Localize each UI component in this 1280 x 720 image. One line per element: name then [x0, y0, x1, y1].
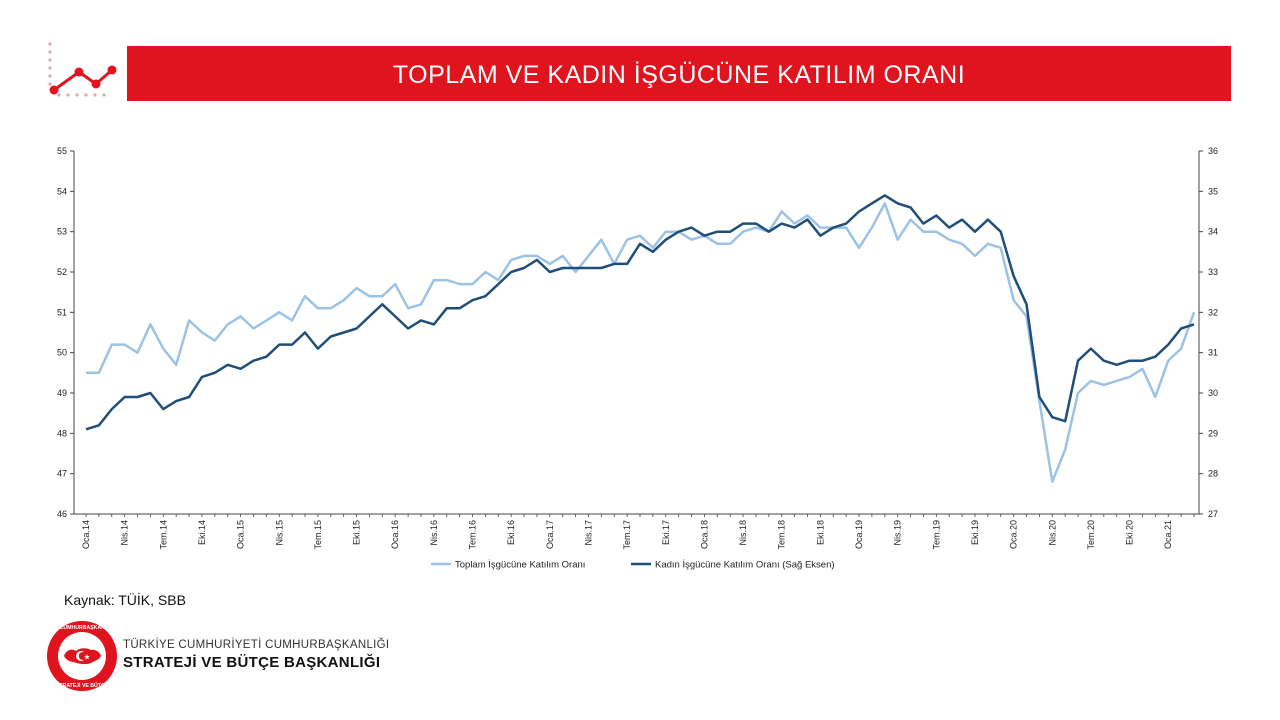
org-line-1: TÜRKİYE CUMHURİYETİ CUMHURBAŞKANLIĞI	[123, 639, 390, 651]
left-y-tick-label: 48	[57, 428, 67, 438]
x-tick-label: Tem.19	[931, 520, 941, 550]
right-y-tick-label: 34	[1208, 227, 1218, 237]
right-y-tick-label: 28	[1208, 469, 1218, 479]
left-y-tick-label: 54	[57, 186, 67, 196]
left-y-tick-label: 50	[57, 348, 67, 358]
line-chart-logo-icon	[48, 42, 117, 97]
x-tick-label: Oca.16	[390, 520, 400, 549]
right-y-tick-label: 29	[1208, 428, 1218, 438]
left-y-tick-label: 47	[57, 469, 67, 479]
left-y-tick-label: 49	[57, 388, 67, 398]
page-title: TOPLAM VE KADIN İŞGÜCÜNE KATILIM ORANI	[392, 61, 966, 89]
seal-bottom-text: STRATEJİ VE BÜTÇE	[56, 682, 109, 689]
x-tick-label: Nis.16	[429, 520, 439, 546]
x-tick-label: Eki.17	[661, 520, 671, 545]
right-y-tick-label: 33	[1208, 267, 1218, 277]
x-tick-label: Eki.20	[1125, 520, 1135, 545]
right-y-tick-label: 31	[1208, 348, 1218, 358]
left-y-tick-label: 53	[57, 227, 67, 237]
x-tick-label: Oca.14	[81, 520, 91, 549]
x-tick-label: Nis.19	[893, 520, 903, 546]
x-tick-label: Eki.16	[506, 520, 516, 545]
legend-women-label: Kadın İşgücüne Katılım Oranı (Sağ Eksen)	[655, 560, 835, 571]
left-y-tick-label: 51	[57, 307, 67, 317]
org-line-2: STRATEJİ VE BÜTÇE BAŞKANLIĞI	[123, 654, 381, 671]
x-tick-label: Nis.15	[274, 520, 284, 546]
institution-seal-icon: T.C. CUMHURBAŞKANLIĞI STRATEJİ VE BÜTÇE	[47, 621, 117, 691]
x-tick-label: Eki.18	[815, 520, 825, 545]
left-y-tick-label: 46	[57, 509, 67, 519]
x-tick-label: Tem.15	[313, 520, 323, 550]
source-note: Kaynak: TÜİK, SBB	[64, 592, 186, 608]
seal-top-text: T.C. CUMHURBAŞKANLIĞI	[49, 623, 116, 631]
x-tick-label: Nis.17	[583, 520, 593, 546]
x-tick-label: Oca.19	[854, 520, 864, 549]
x-tick-label: Tem.20	[1086, 520, 1096, 550]
x-tick-label: Tem.17	[622, 520, 632, 550]
series-line-total	[86, 202, 1196, 483]
x-tick-label: Nis.20	[1047, 520, 1057, 546]
right-y-tick-label: 32	[1208, 307, 1218, 317]
title-banner: TOPLAM VE KADIN İŞGÜCÜNE KATILIM ORANI	[127, 46, 1231, 101]
x-tick-label: Eki.14	[197, 520, 207, 545]
x-tick-label: Oca.18	[699, 520, 709, 549]
x-tick-label: Nis.14	[120, 520, 130, 546]
x-tick-label: Oca.21	[1163, 520, 1173, 549]
right-y-tick-label: 30	[1208, 388, 1218, 398]
x-tick-label: Eki.15	[352, 520, 362, 545]
x-tick-label: Tem.14	[158, 520, 168, 550]
x-tick-label: Oca.17	[545, 520, 555, 549]
x-tick-label: Eki.19	[970, 520, 980, 545]
x-tick-label: Tem.18	[777, 520, 787, 550]
right-y-tick-label: 35	[1208, 186, 1218, 196]
left-y-tick-label: 55	[57, 146, 67, 156]
x-tick-label: Oca.15	[236, 520, 246, 549]
right-y-tick-label: 27	[1208, 509, 1218, 519]
right-y-tick-label: 36	[1208, 146, 1218, 156]
left-y-tick-label: 52	[57, 267, 67, 277]
x-tick-label: Nis.18	[738, 520, 748, 546]
series-line-women	[85, 194, 1195, 431]
x-tick-label: Tem.16	[468, 520, 478, 550]
x-tick-label: Oca.20	[1009, 520, 1019, 549]
legend-total-label: Toplam İşgücüne Katılım Oranı	[455, 560, 585, 571]
